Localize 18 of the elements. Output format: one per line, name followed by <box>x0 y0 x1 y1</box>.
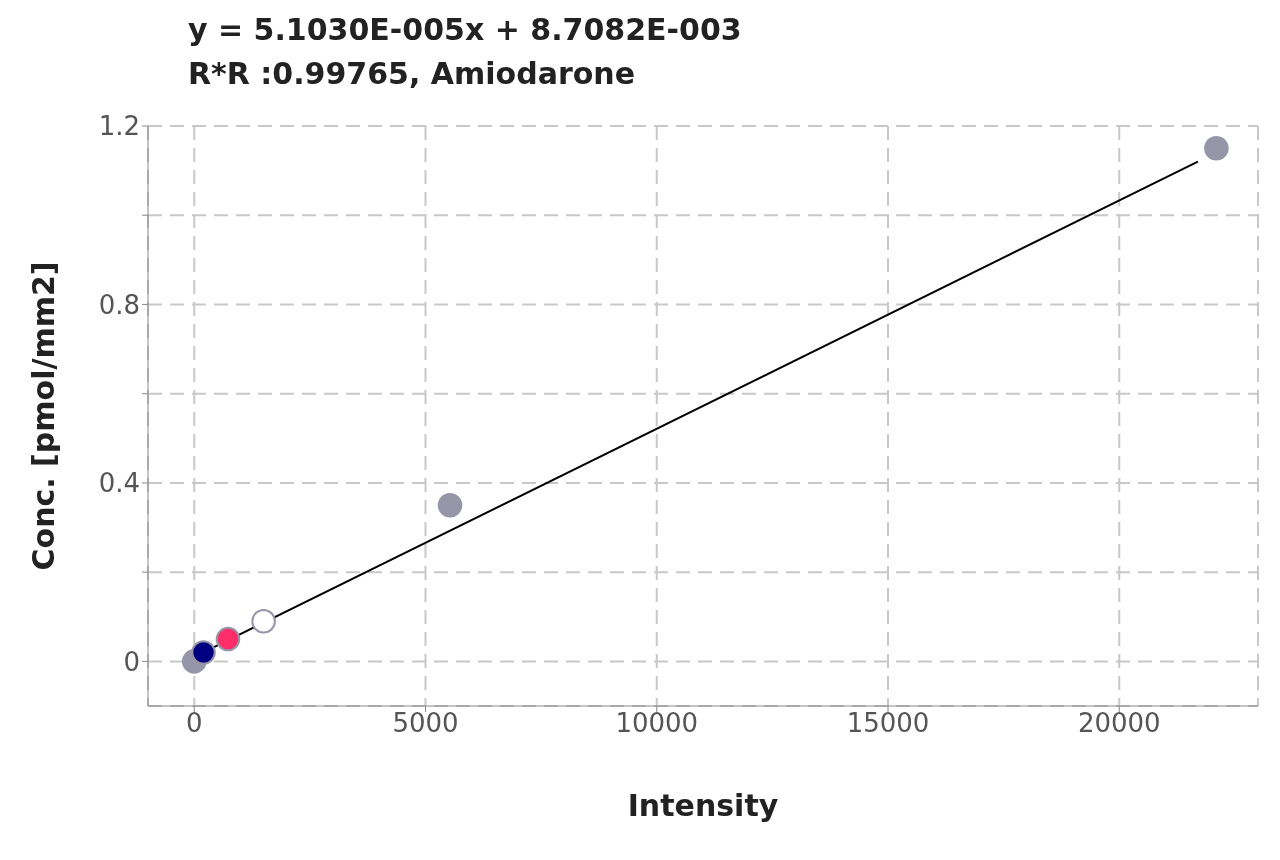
point <box>215 626 241 652</box>
x-tick-label: 5000 <box>392 708 459 739</box>
point <box>1204 136 1229 161</box>
x-tick-label: 0 <box>185 708 203 739</box>
point <box>437 492 463 518</box>
chart-title: y = 5.1030E-005x + 8.7082E-003 <box>188 11 743 49</box>
y-axis-title: Conc. [pmol/mm2] <box>25 261 61 571</box>
x-axis-title: Intensity <box>627 788 779 823</box>
y-tick-label: 0.8 <box>98 289 140 320</box>
point <box>191 640 216 665</box>
y-tick-label: 1.2 <box>98 111 140 142</box>
point <box>251 608 276 634</box>
x-tick-label: 10000 <box>615 708 699 739</box>
x-tick-label: 15000 <box>846 708 930 739</box>
y-tick-label: 0.4 <box>98 468 140 499</box>
y-tick-label: 0 <box>123 646 140 677</box>
chart-subtitle: R*R :0.99765, Amiodarone <box>188 55 636 93</box>
x-tick-label: 20000 <box>1077 708 1161 739</box>
